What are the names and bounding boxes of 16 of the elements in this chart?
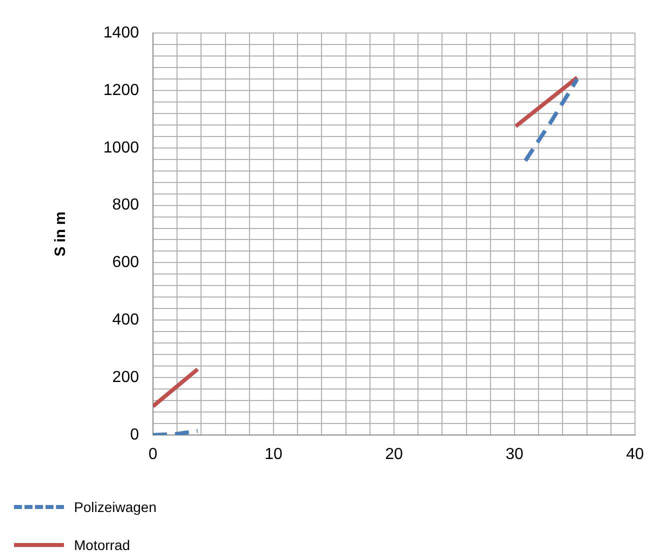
legend-label: Polizeiwagen (74, 499, 156, 515)
y-tick-label: 800 (112, 196, 140, 214)
y-tick-label: 0 (130, 426, 140, 444)
x-tick-label: 30 (506, 446, 524, 464)
y-tick-label: 1400 (103, 24, 140, 42)
x-tick-label: 20 (385, 446, 403, 464)
y-tick-label: 200 (112, 368, 140, 386)
x-tick-label: 10 (264, 446, 282, 464)
y-axis-title: S in m (52, 211, 70, 257)
y-tick-label: 1200 (103, 82, 140, 99)
legend-label: Motorrad (74, 537, 130, 553)
y-tick-label: 400 (112, 312, 140, 329)
x-tick-label: 0 (148, 446, 158, 464)
y-tick-label: 600 (112, 254, 140, 272)
y-tick-label: 1000 (103, 139, 140, 156)
x-tick-label: 40 (626, 446, 644, 464)
